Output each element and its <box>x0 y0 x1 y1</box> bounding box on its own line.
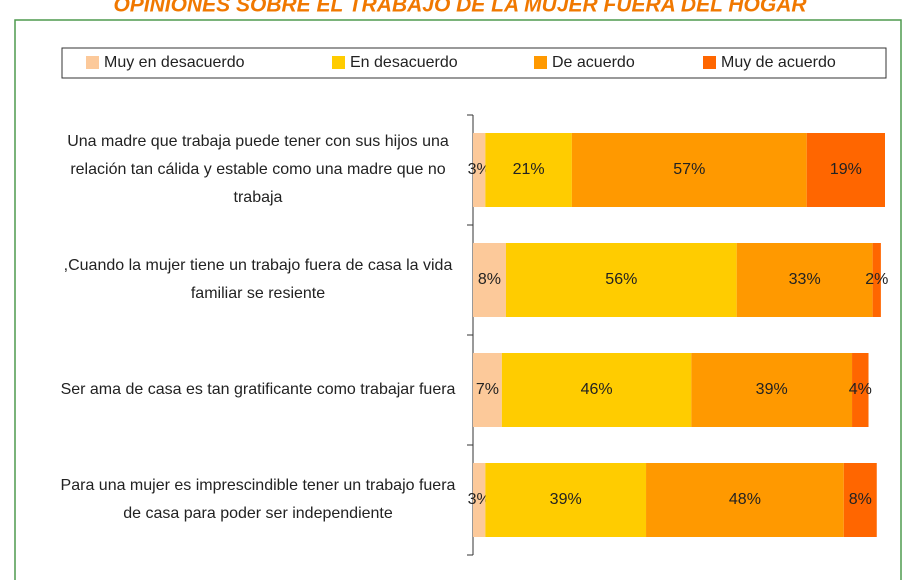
bar-segment <box>473 133 486 207</box>
bar-segment <box>843 463 877 537</box>
bar-segment <box>806 133 885 207</box>
value-label: 57% <box>673 161 705 178</box>
value-label: 39% <box>550 491 582 508</box>
bar-segment <box>473 463 486 537</box>
value-label: 8% <box>849 491 872 508</box>
value-label: 2% <box>865 271 888 288</box>
bar-segment <box>736 243 873 317</box>
category-label: Ser ama de casa es tan gratificante como… <box>60 381 456 398</box>
chart-title: OPINIONES SOBRE EL TRABAJO DE LA MUJER F… <box>113 0 807 17</box>
legend-label: De acuerdo <box>552 54 635 71</box>
legend-label: Muy en desacuerdo <box>104 54 245 71</box>
category-label: Una madre que trabaja puede tener con su… <box>67 133 449 206</box>
value-label: 33% <box>789 271 821 288</box>
legend-label: En desacuerdo <box>350 54 458 71</box>
category-label: ,Cuando la mujer tiene un trabajo fuera … <box>63 257 453 302</box>
bar-segment <box>852 353 869 427</box>
legend-swatch <box>534 56 547 69</box>
legend-label: Muy de acuerdo <box>721 54 836 71</box>
value-label: 21% <box>513 161 545 178</box>
legend-swatch <box>332 56 345 69</box>
value-label: 7% <box>476 381 499 398</box>
category-label: Para una mujer es imprescindible tener u… <box>60 477 456 522</box>
value-label: 8% <box>478 271 501 288</box>
value-label: 39% <box>756 381 788 398</box>
bar-segment <box>485 133 572 207</box>
value-label: 46% <box>581 381 613 398</box>
bar-segment <box>501 353 692 427</box>
value-label: 3% <box>468 161 491 178</box>
bar-segment <box>691 353 853 427</box>
value-label: 19% <box>830 161 862 178</box>
legend-swatch <box>86 56 99 69</box>
frame <box>14 19 902 580</box>
bar-segment <box>473 243 506 317</box>
bar-segment <box>646 463 844 537</box>
value-label: 48% <box>729 491 761 508</box>
legend-box <box>61 47 887 79</box>
value-label: 4% <box>849 381 872 398</box>
bar-segment <box>872 243 881 317</box>
value-label: 3% <box>468 491 491 508</box>
bar-segment <box>571 133 807 207</box>
value-label: 56% <box>605 271 637 288</box>
legend-swatch <box>703 56 716 69</box>
bar-segment <box>505 243 737 317</box>
bar-segment <box>485 463 647 537</box>
bar-segment <box>473 353 502 427</box>
